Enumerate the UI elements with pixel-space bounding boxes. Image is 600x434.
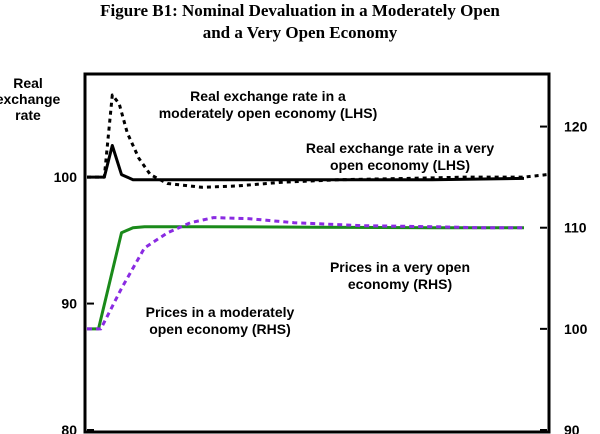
series-line-rer_very — [87, 144, 525, 182]
series-group — [87, 93, 548, 331]
series-line-prices_moderate — [87, 216, 524, 331]
plot-frame — [83, 72, 551, 434]
left-axis-label-line: rate — [15, 107, 41, 123]
right-tick-label: 110 — [564, 220, 587, 236]
left-axis-label-line: Real — [13, 75, 43, 91]
right-tick-label: 100 — [564, 321, 588, 337]
annotation-prices_very: economy (RHS) — [348, 276, 452, 292]
axis-ticks: 80 90 100 90 100 110 120 — [54, 119, 588, 434]
left-tick-label: 80 — [61, 422, 77, 434]
annotation-prices_moderate: Prices in a moderately — [146, 304, 295, 320]
annotation-prices_very: Prices in a very open — [330, 259, 470, 275]
left-tick-label: 90 — [61, 296, 77, 312]
annotation-rer_moderate: moderately open economy (LHS) — [159, 105, 378, 121]
figure-title-line-1: Figure B1: Nominal Devaluation in a Mode… — [100, 1, 500, 20]
figure-title-line-2: and a Very Open Economy — [202, 23, 398, 42]
left-axis-label-line: exchange — [0, 91, 61, 107]
right-tick-label: 90 — [564, 422, 580, 434]
left-tick-label: 100 — [54, 169, 78, 185]
annotation-rer_very: Real exchange rate in a very — [306, 140, 495, 156]
annotation-rer_moderate: Real exchange rate in a — [190, 88, 346, 104]
annotation-prices_moderate: open economy (RHS) — [149, 321, 291, 337]
series-line-rer_moderate — [87, 93, 548, 189]
figure-title: Figure B1: Nominal Devaluation in a Mode… — [0, 0, 600, 44]
annotation-rer_very: open economy (LHS) — [330, 157, 470, 173]
right-tick-label: 120 — [564, 119, 588, 135]
